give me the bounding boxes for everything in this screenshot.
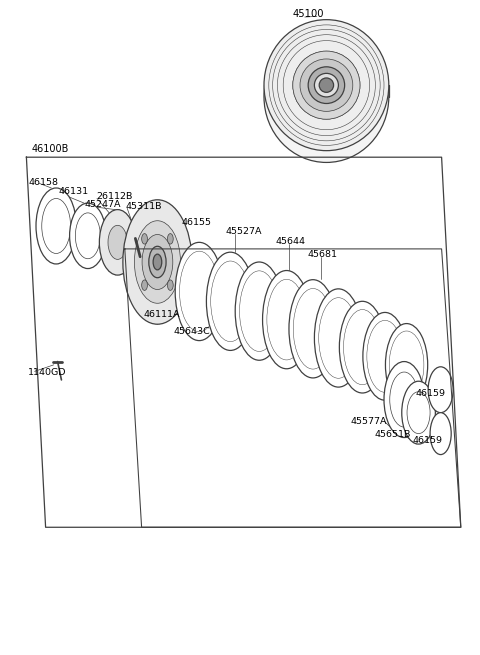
Text: 45577A: 45577A: [350, 417, 387, 426]
Ellipse shape: [206, 252, 254, 350]
Ellipse shape: [142, 280, 147, 290]
Ellipse shape: [175, 242, 223, 341]
Ellipse shape: [263, 271, 311, 369]
Text: 46159: 46159: [416, 388, 445, 398]
Ellipse shape: [300, 59, 353, 111]
Text: 26112B: 26112B: [96, 192, 132, 201]
Ellipse shape: [264, 31, 389, 162]
Ellipse shape: [134, 221, 180, 303]
Ellipse shape: [289, 280, 337, 378]
Text: 45651B: 45651B: [374, 430, 411, 439]
Ellipse shape: [402, 381, 435, 444]
Ellipse shape: [319, 78, 334, 92]
Ellipse shape: [142, 234, 173, 290]
Text: 1140GD: 1140GD: [28, 367, 66, 377]
Ellipse shape: [149, 246, 166, 278]
Ellipse shape: [235, 262, 283, 360]
Ellipse shape: [108, 225, 127, 259]
Ellipse shape: [153, 254, 162, 270]
Text: 46159: 46159: [413, 436, 443, 445]
Text: 46100B: 46100B: [31, 143, 69, 154]
Ellipse shape: [293, 51, 360, 119]
Ellipse shape: [314, 73, 338, 97]
Text: 45681: 45681: [307, 250, 337, 259]
Ellipse shape: [385, 324, 428, 406]
Ellipse shape: [430, 413, 451, 455]
Ellipse shape: [384, 362, 424, 438]
Ellipse shape: [70, 203, 106, 269]
Text: 46111A: 46111A: [144, 310, 180, 319]
Text: 45247A: 45247A: [85, 200, 121, 209]
Ellipse shape: [99, 210, 136, 275]
Text: 45311B: 45311B: [126, 202, 162, 212]
Ellipse shape: [168, 280, 173, 290]
Ellipse shape: [123, 200, 192, 324]
Ellipse shape: [363, 312, 407, 400]
Ellipse shape: [36, 188, 76, 264]
Ellipse shape: [428, 367, 453, 413]
Text: 46158: 46158: [29, 178, 59, 187]
Ellipse shape: [339, 301, 385, 393]
Text: 45100: 45100: [293, 9, 324, 20]
Ellipse shape: [142, 234, 147, 244]
Text: 46131: 46131: [59, 187, 89, 196]
Ellipse shape: [308, 67, 345, 103]
Text: 45527A: 45527A: [226, 227, 262, 236]
Text: 45644: 45644: [276, 237, 305, 246]
Ellipse shape: [168, 234, 173, 244]
Text: 46155: 46155: [181, 217, 211, 227]
Ellipse shape: [314, 289, 362, 387]
Ellipse shape: [264, 20, 389, 151]
Text: 45643C: 45643C: [174, 327, 211, 336]
